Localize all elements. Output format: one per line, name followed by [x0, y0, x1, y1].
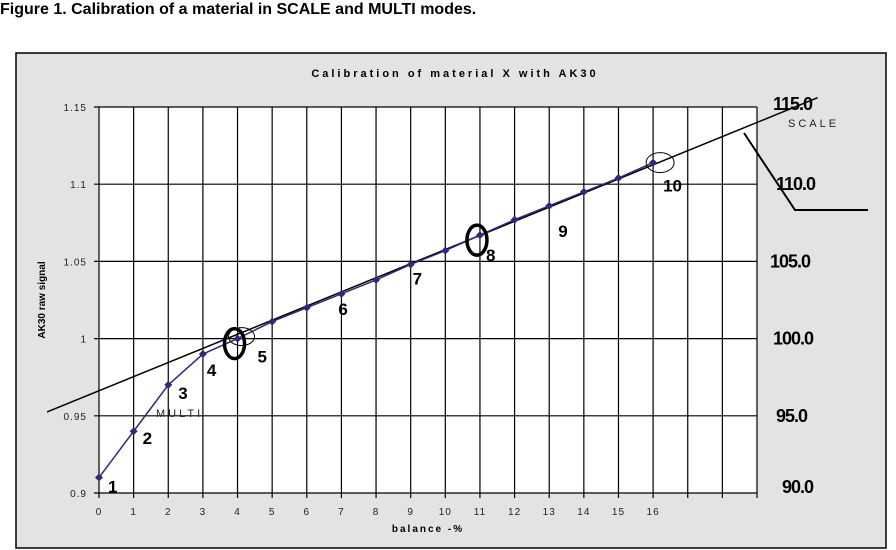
data-point-multi — [475, 231, 484, 240]
point-label: 10 — [663, 177, 682, 196]
x-tick-label: 12 — [508, 507, 521, 518]
data-point-multi — [545, 201, 554, 210]
point-label: 3 — [178, 384, 187, 403]
right-scale-label: 105.0 — [770, 251, 811, 271]
x-tick-label: 4 — [234, 507, 241, 518]
annotation-bracket-line — [743, 132, 868, 211]
data-point-multi — [441, 246, 450, 255]
data-point-multi — [614, 174, 623, 183]
x-tick-label: 16 — [647, 507, 660, 518]
data-point-multi — [95, 473, 103, 482]
data-point-multi — [198, 350, 207, 359]
data-point-multi — [579, 187, 588, 196]
x-tick-label: 3 — [200, 507, 207, 518]
point-label: 6 — [338, 300, 347, 319]
x-tick-label: 6 — [304, 507, 311, 518]
x-tick-label: 1 — [130, 507, 137, 518]
annotation-circle — [465, 223, 489, 257]
point-label: 8 — [486, 246, 495, 265]
point-label: 4 — [207, 361, 217, 380]
data-point-multi — [649, 158, 658, 167]
data-point-multi — [510, 215, 519, 224]
data-point-multi — [372, 275, 381, 284]
x-tick-label: 0 — [96, 507, 103, 518]
y-tick-label: 0.9 — [70, 489, 87, 500]
series-label-scale: SCALE — [788, 118, 839, 130]
y-tick-label: 1.1 — [70, 180, 87, 191]
data-point-multi — [337, 289, 346, 298]
x-axis-label: balance -% — [392, 524, 464, 535]
y-tick-label: 1.05 — [64, 257, 87, 268]
y-axis-label: AK30 raw signal — [37, 261, 48, 338]
right-scale-label: 115.0 — [773, 94, 813, 114]
figure-caption: Figure 1. Calibration of a material in S… — [0, 1, 477, 18]
y-tick-label: 1.15 — [64, 103, 87, 114]
point-label: 9 — [558, 222, 567, 241]
data-point-multi — [164, 380, 173, 389]
x-tick-label: 9 — [407, 507, 414, 518]
point-label: 2 — [143, 429, 152, 448]
x-tick-label: 10 — [439, 507, 452, 518]
x-tick-label: 11 — [474, 507, 486, 518]
y-tick-label: 0.95 — [64, 412, 87, 423]
series-label-multi: MULTI — [156, 408, 203, 420]
x-tick-label: 8 — [373, 507, 380, 518]
x-tick-label: 5 — [269, 507, 276, 518]
data-point-multi — [233, 334, 242, 343]
annotation-circle — [228, 327, 256, 347]
right-scale-label: 100.0 — [773, 329, 814, 349]
point-label: 7 — [413, 269, 422, 288]
right-scale-label: 95.0 — [776, 406, 808, 426]
data-point-multi — [129, 427, 138, 436]
point-label: 1 — [108, 478, 117, 497]
right-scale-label: 90.0 — [782, 477, 814, 497]
plot-area — [98, 106, 758, 494]
y-tick-label: 1 — [80, 335, 87, 346]
right-scale-label: 110.0 — [776, 174, 816, 194]
x-tick-label: 14 — [577, 507, 590, 518]
x-tick-label: 2 — [165, 507, 172, 518]
point-label: 5 — [258, 348, 267, 367]
x-tick-label: 7 — [338, 507, 345, 518]
x-tick-label: 13 — [543, 507, 556, 518]
annotation-circle — [645, 152, 675, 174]
data-point-multi — [302, 303, 311, 312]
series-line-scale — [46, 97, 818, 413]
data-point-multi — [268, 317, 277, 326]
x-tick-label: 15 — [612, 507, 625, 518]
data-point-multi — [406, 260, 415, 269]
chart-title: Calibration of material X with AK30 — [311, 68, 598, 80]
